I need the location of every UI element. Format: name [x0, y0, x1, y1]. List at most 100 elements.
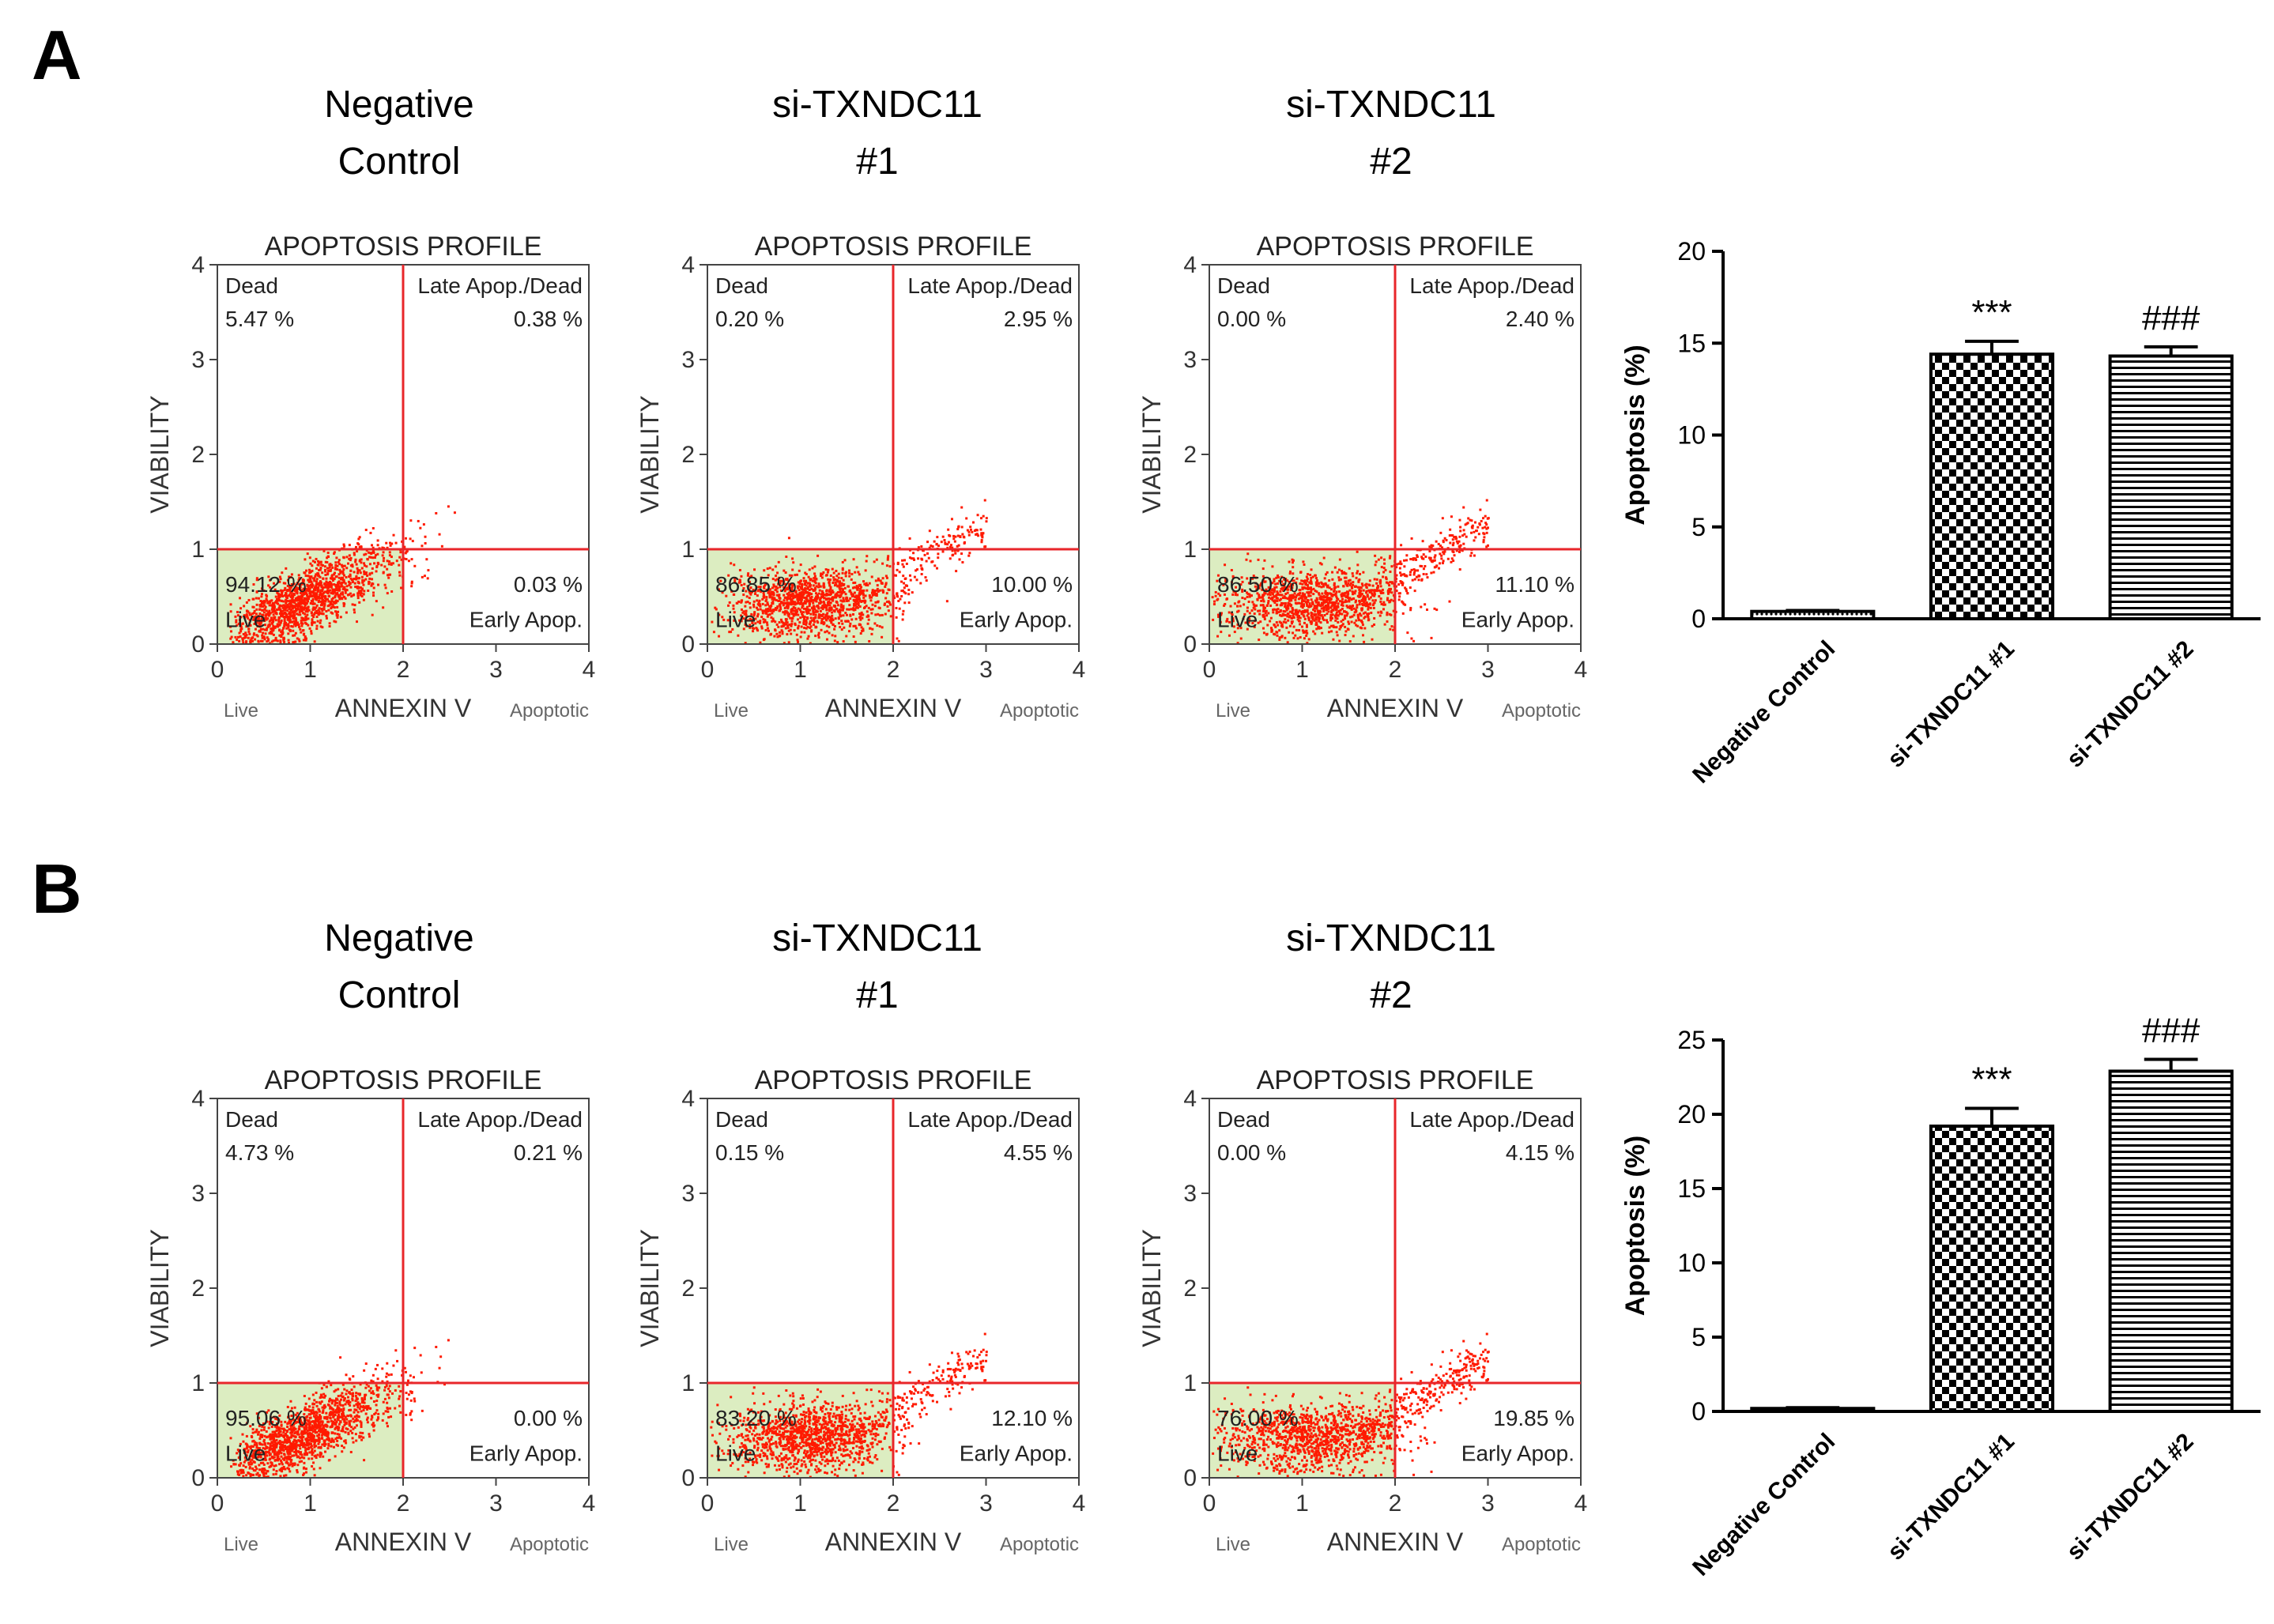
- scatter-point: [1440, 554, 1443, 557]
- scatter-point: [409, 1399, 413, 1402]
- scatter-point: [271, 603, 274, 606]
- scatter-point: [375, 600, 378, 603]
- scatter-point: [279, 578, 282, 581]
- scatter-point: [1412, 639, 1416, 642]
- scatter-point: [317, 589, 320, 592]
- scatter-point: [1262, 631, 1265, 635]
- scatter-point: [1315, 583, 1318, 586]
- scatter-point: [1375, 586, 1378, 590]
- scatter-point: [315, 624, 319, 627]
- scatter-point: [936, 567, 939, 570]
- scatter-point: [1302, 614, 1305, 617]
- scatter-point: [1286, 586, 1289, 589]
- scatter-point: [1329, 613, 1333, 616]
- scatter-point: [1482, 541, 1485, 544]
- scatter-point: [247, 630, 251, 633]
- scatter-point: [255, 1465, 258, 1468]
- scatter-point: [804, 587, 807, 590]
- scatter-point: [355, 1398, 358, 1401]
- scatter-point: [317, 586, 320, 589]
- scatter-point: [835, 578, 839, 582]
- scatter-point: [841, 588, 844, 591]
- scatter-point: [329, 601, 332, 604]
- scatter-point: [816, 597, 819, 601]
- scatter-point: [1292, 636, 1295, 639]
- scatter-point: [1314, 599, 1317, 602]
- scatter-point: [292, 1441, 295, 1444]
- scatter-point: [802, 607, 805, 610]
- scatter-point: [850, 608, 853, 611]
- y-tick-label: 1: [1183, 537, 1197, 563]
- scatter-point: [1311, 616, 1314, 620]
- scatter-point: [310, 630, 313, 633]
- y-tick-label: 3: [681, 347, 695, 373]
- scatter-point: [773, 635, 776, 638]
- scatter-point: [312, 588, 315, 591]
- scatter-point: [1386, 613, 1389, 616]
- scatter-point: [854, 617, 858, 620]
- scatter-point: [262, 1461, 265, 1464]
- scatter-point: [886, 558, 889, 561]
- scatter-point: [363, 553, 366, 556]
- scatter-point: [763, 596, 766, 599]
- scatter-point: [736, 601, 739, 605]
- scatter-point: [368, 556, 371, 559]
- scatter-point: [1306, 578, 1309, 581]
- scatter-point: [1326, 619, 1329, 622]
- scatter-point: [887, 555, 890, 558]
- scatter-point: [1300, 600, 1303, 603]
- scatter-point: [860, 586, 863, 589]
- scatter-point: [1269, 593, 1272, 597]
- scatter-point: [1356, 570, 1359, 573]
- scatter-point: [356, 585, 359, 588]
- scatter-point: [798, 594, 801, 597]
- scatter-point: [314, 611, 317, 614]
- scatter-point: [332, 605, 335, 609]
- y-axis-label: VIABILITY: [1137, 395, 1166, 513]
- scatter-point: [815, 585, 818, 588]
- scatter-point: [296, 582, 300, 586]
- scatter-point: [778, 621, 781, 624]
- scatter-point: [1430, 571, 1433, 575]
- scatter-point: [807, 635, 810, 638]
- scatter-point: [258, 624, 261, 627]
- scatter-point: [973, 529, 976, 533]
- scatter-point: [235, 619, 238, 622]
- scatter-point: [1388, 587, 1391, 590]
- scatter-point: [1278, 599, 1281, 602]
- scatter-point: [331, 612, 334, 615]
- scatter-point: [274, 1453, 277, 1456]
- scatter-point: [266, 612, 270, 616]
- scatter-point: [252, 605, 255, 609]
- scatter-point: [733, 580, 737, 583]
- scatter-point: [399, 1411, 402, 1414]
- scatter-point: [245, 613, 248, 616]
- scatter-point: [1362, 597, 1365, 600]
- scatter-point: [744, 642, 747, 645]
- scatter-point: [257, 1449, 260, 1453]
- scatter-point: [1401, 612, 1405, 615]
- scatter-point: [327, 600, 330, 603]
- scatter-point: [802, 596, 805, 599]
- scatter-point: [358, 586, 361, 589]
- scatter-point: [1382, 558, 1386, 561]
- scatter-point: [896, 592, 899, 595]
- scatter-point: [726, 604, 730, 607]
- scatter-point: [1289, 582, 1292, 586]
- scatter-point: [1365, 591, 1368, 594]
- scatter-point: [375, 1386, 379, 1389]
- scatter-point: [345, 575, 348, 578]
- scatter-point: [1448, 600, 1451, 603]
- scatter-point: [387, 563, 390, 566]
- scatter-point: [810, 593, 813, 596]
- scatter-point: [333, 1422, 336, 1425]
- scatter-point: [267, 584, 270, 587]
- scatter-point: [427, 569, 430, 572]
- scatter-point: [342, 543, 345, 546]
- scatter-point: [876, 584, 879, 587]
- scatter-point: [884, 575, 888, 578]
- scatter-point: [779, 618, 783, 621]
- scatter-point: [353, 1420, 356, 1423]
- scatter-point: [1347, 579, 1350, 582]
- scatter-point: [303, 601, 306, 604]
